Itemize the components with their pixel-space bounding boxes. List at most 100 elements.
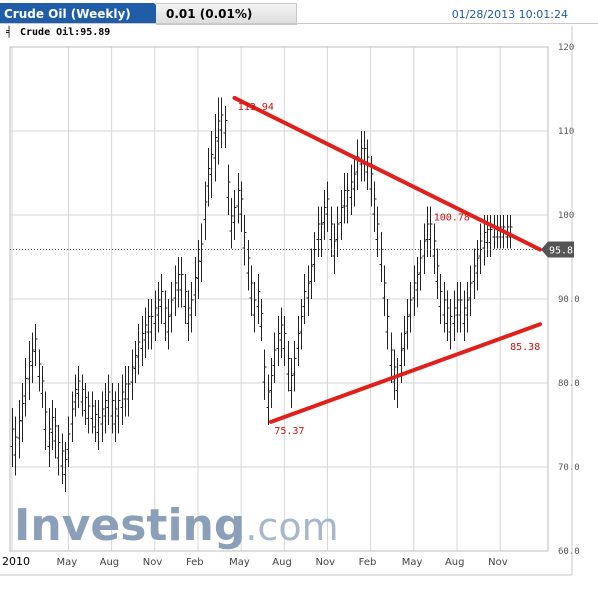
ohlc-bar (66, 416, 71, 467)
ohlc-bar (20, 383, 25, 442)
ohlc-bar (17, 399, 22, 459)
ohlc-bar (362, 131, 367, 182)
ohlc-bar (385, 299, 390, 350)
ohlc-bar (186, 290, 191, 341)
x-tick-label-11: Nov (488, 557, 508, 568)
ohlc-bar (256, 273, 261, 325)
ohlc-bar (149, 299, 154, 350)
ohlc-bar (319, 206, 324, 257)
ohlc-bar (86, 391, 91, 434)
ohlc-bar (435, 248, 440, 299)
ohlc-bar-icon: ╡ (6, 27, 13, 38)
ohlc-bar (342, 173, 347, 224)
ohlc-bar (408, 282, 413, 333)
ohlc-bar (153, 290, 158, 341)
ohlc-bar (475, 240, 480, 291)
ohlc-bar (96, 399, 101, 451)
ohlc-bar (80, 374, 85, 417)
ohlc-bar (169, 282, 174, 333)
y-tick-label-2: 80.0 (558, 379, 580, 389)
ohlc-bar (229, 198, 234, 249)
ohlc-bar (286, 341, 291, 392)
ohlc-bar (468, 265, 473, 316)
watermark-brand: Investing (14, 500, 245, 551)
ohlc-bar (269, 357, 274, 409)
ohlc-bar (189, 282, 194, 333)
ohlc-bar (359, 131, 364, 182)
ohlc-bar (110, 383, 115, 434)
ohlc-bar (236, 173, 241, 224)
y-tick-label-6: 120 (558, 43, 574, 53)
ohlc-bar (226, 164, 231, 215)
ohlc-bar (176, 257, 181, 308)
timestamp: 01/28/2013 10:01:24 (451, 8, 568, 21)
ohlc-bar (392, 349, 397, 400)
ohlc-bar (93, 399, 98, 442)
ohlc-bar (43, 391, 48, 451)
legend-label: Crude Oil:95.89 (20, 27, 111, 38)
x-tick-label-6: Aug (272, 557, 292, 568)
ohlc-bar (389, 332, 394, 383)
ohlc-bar (329, 206, 334, 257)
ohlc-bar (302, 273, 307, 325)
watermark-suffix: .com (245, 505, 338, 549)
ohlc-bar (488, 215, 493, 257)
last-price-tag: 95.8 (541, 241, 574, 258)
ohlc-bar (259, 299, 264, 341)
ohlc-bar (352, 156, 357, 207)
ohlc-bar (27, 341, 32, 400)
ohlc-bar (13, 416, 18, 476)
plot-frame (9, 46, 549, 552)
ohlc-bar (279, 307, 284, 358)
ohlc-bar (146, 299, 151, 350)
x-tick-label-1: May (56, 557, 77, 568)
ohlc-bar (375, 206, 380, 257)
ohlc-bar (418, 240, 423, 291)
ohlc-bar (126, 366, 131, 417)
ohlc-bar (103, 383, 108, 434)
ohlc-bar (50, 399, 55, 451)
y-tick-label-1: 70.0 (558, 463, 580, 473)
quote-bar: 0.01 (0.01%) (156, 3, 297, 25)
ohlc-bar (136, 324, 141, 375)
ohlc-bar (382, 265, 387, 316)
last-price-tag-label: 95.8 (549, 246, 573, 257)
x-tick-label-8: Feb (359, 557, 377, 568)
ohlc-bar (438, 273, 443, 325)
ohlc-bar (83, 383, 88, 425)
price-change: 0.01 (0.01%) (166, 7, 253, 21)
ohlc-bar (193, 257, 198, 316)
ohlc-bar (495, 215, 500, 249)
ohlc-bar (276, 315, 281, 367)
ohlc-bar (289, 357, 294, 409)
trendlines (232, 95, 542, 424)
price-annotation-2: 100.78 (434, 212, 470, 223)
ohlc-bar (179, 257, 184, 308)
ohlc-bar (422, 223, 427, 274)
ohlc-bar (143, 307, 148, 358)
ohlc-bar (173, 265, 178, 316)
ohlc-bar (33, 324, 38, 367)
ohlc-bar (159, 273, 164, 325)
ohlc-bar (428, 206, 433, 257)
ohlc-bar (462, 290, 467, 341)
axes: 60.0 70.0 80.0 90.0 100 110 120 2010 May Aug Nov Fe… (0, 26, 580, 576)
ohlc-bar (219, 97, 224, 148)
chart-header: Crude Oil (Weekly) 0.01 (0.01%) 01/28/20… (0, 0, 598, 26)
ohlc-bar (339, 189, 344, 241)
chart-title: Crude Oil (Weekly) (4, 7, 131, 21)
ohlc-bar (216, 97, 221, 165)
ohlc-bar (272, 332, 277, 383)
x-tick-label-0: 2010 (2, 555, 30, 568)
ohlc-bar (306, 265, 311, 316)
y-tick-label-3: 90.0 (558, 295, 580, 305)
x-tick-label-3: Nov (143, 557, 163, 568)
chart-title-tab[interactable]: Crude Oil (Weekly) (0, 3, 156, 23)
ohlc-bar (432, 223, 437, 274)
ohlc-bar (402, 315, 407, 367)
ohlc-bar (56, 425, 61, 476)
ohlc-bar (10, 408, 15, 467)
ohlc-bar (312, 231, 317, 283)
ohlc-bar (100, 391, 105, 442)
ohlc-bar (252, 282, 257, 333)
